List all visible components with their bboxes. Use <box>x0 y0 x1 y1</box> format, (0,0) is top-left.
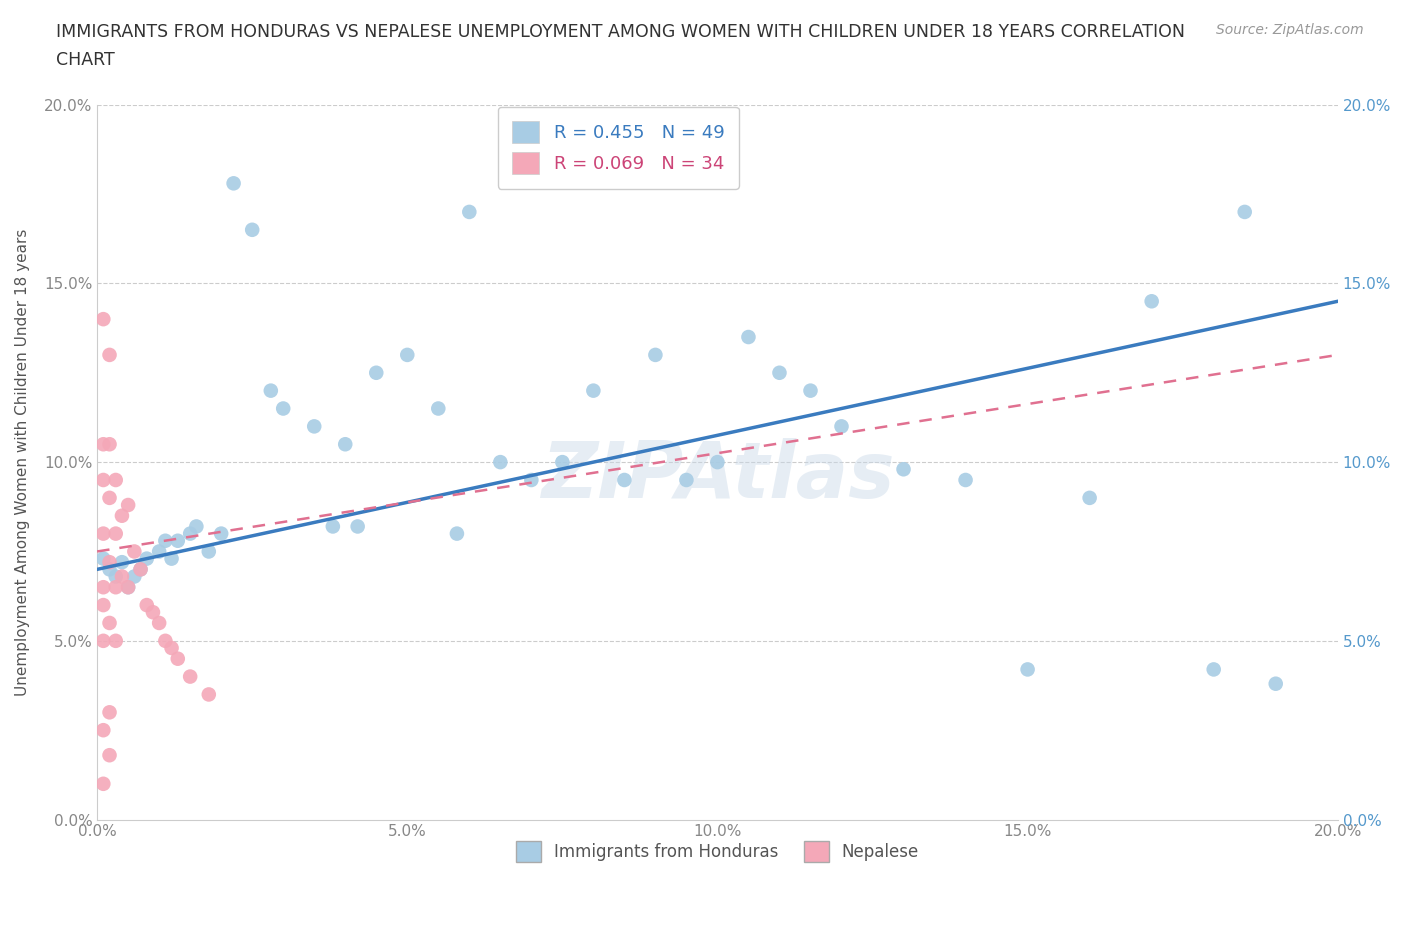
Point <box>260 383 283 398</box>
Point <box>179 526 201 541</box>
Point <box>893 462 915 477</box>
Point <box>91 598 114 613</box>
Point <box>489 455 512 470</box>
Point <box>322 519 344 534</box>
Point <box>91 551 114 566</box>
Text: Source: ZipAtlas.com: Source: ZipAtlas.com <box>1216 23 1364 37</box>
Point <box>98 748 121 763</box>
Point <box>955 472 977 487</box>
Text: IMMIGRANTS FROM HONDURAS VS NEPALESE UNEMPLOYMENT AMONG WOMEN WITH CHILDREN UNDE: IMMIGRANTS FROM HONDURAS VS NEPALESE UNE… <box>56 23 1185 41</box>
Point <box>129 562 152 577</box>
Point <box>737 329 759 344</box>
Point <box>706 455 728 470</box>
Point <box>98 562 121 577</box>
Point <box>91 579 114 594</box>
Point <box>166 651 188 666</box>
Point <box>124 544 146 559</box>
Point <box>551 455 574 470</box>
Point <box>104 526 127 541</box>
Point <box>135 598 157 613</box>
Point <box>799 383 821 398</box>
Point <box>209 526 232 541</box>
Point <box>166 533 188 548</box>
Point <box>91 777 114 791</box>
Point <box>98 555 121 570</box>
Point <box>302 418 325 433</box>
Point <box>142 604 165 619</box>
Point <box>366 365 388 380</box>
Point <box>197 687 219 702</box>
Point <box>427 401 450 416</box>
Point <box>1140 294 1163 309</box>
Point <box>98 437 121 452</box>
Point <box>160 551 183 566</box>
Point <box>135 551 157 566</box>
Point <box>582 383 605 398</box>
Point <box>179 670 201 684</box>
Point <box>1078 490 1101 505</box>
Point <box>186 519 208 534</box>
Point <box>396 348 419 363</box>
Point <box>91 437 114 452</box>
Point <box>129 562 152 577</box>
Point <box>148 616 170 631</box>
Point <box>768 365 790 380</box>
Point <box>98 616 121 631</box>
Point <box>1202 662 1225 677</box>
Point <box>104 579 127 594</box>
Point <box>124 569 146 584</box>
Point <box>155 533 177 548</box>
Point <box>117 579 139 594</box>
Point <box>346 519 368 534</box>
Point <box>675 472 697 487</box>
Point <box>240 222 263 237</box>
Point <box>98 490 121 505</box>
Point <box>111 555 134 570</box>
Point <box>160 641 183 656</box>
Y-axis label: Unemployment Among Women with Children Under 18 years: Unemployment Among Women with Children U… <box>15 229 30 696</box>
Point <box>197 544 219 559</box>
Text: CHART: CHART <box>56 51 115 69</box>
Point <box>111 569 134 584</box>
Point <box>104 472 127 487</box>
Point <box>91 312 114 326</box>
Point <box>613 472 636 487</box>
Point <box>831 418 853 433</box>
Point <box>148 544 170 559</box>
Legend: Immigrants from Honduras, Nepalese: Immigrants from Honduras, Nepalese <box>509 835 925 869</box>
Point <box>98 348 121 363</box>
Point <box>271 401 294 416</box>
Point <box>458 205 481 219</box>
Point <box>446 526 468 541</box>
Point <box>91 472 114 487</box>
Point <box>520 472 543 487</box>
Point <box>91 526 114 541</box>
Point <box>644 348 666 363</box>
Point <box>104 633 127 648</box>
Point <box>117 579 139 594</box>
Text: ZIPAtlas: ZIPAtlas <box>541 438 894 514</box>
Point <box>98 705 121 720</box>
Point <box>1017 662 1039 677</box>
Point <box>155 633 177 648</box>
Point <box>222 176 245 191</box>
Point <box>335 437 357 452</box>
Point <box>91 633 114 648</box>
Point <box>1233 205 1256 219</box>
Point <box>1264 676 1286 691</box>
Point <box>117 498 139 512</box>
Point <box>104 569 127 584</box>
Point <box>111 509 134 524</box>
Point <box>91 723 114 737</box>
